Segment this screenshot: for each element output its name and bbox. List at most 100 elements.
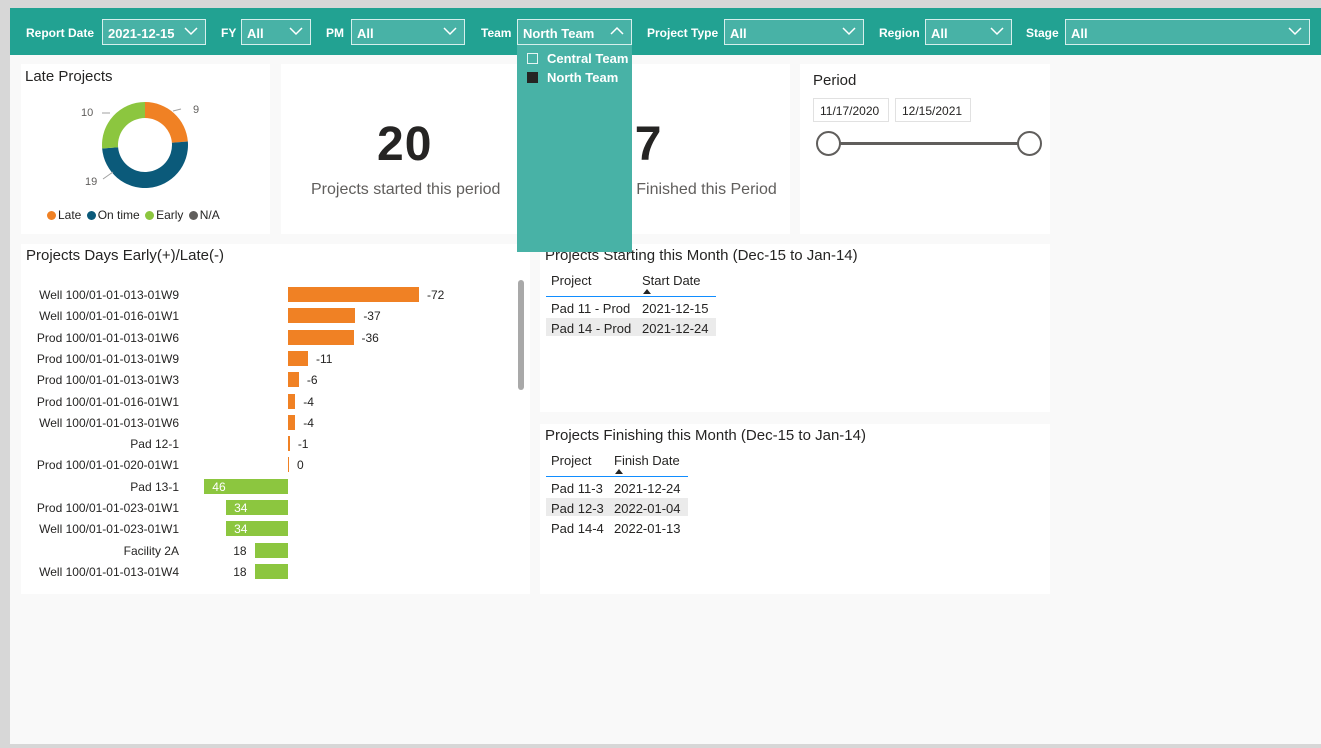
- period-slider-start-handle[interactable]: [816, 131, 841, 156]
- legend-label-na: N/A: [199, 208, 220, 222]
- bar[interactable]: [288, 287, 419, 302]
- legend-item-on-time: On time: [86, 208, 140, 222]
- bar-data-label: -6: [306, 373, 318, 388]
- bar-category-label: Pad 12-1: [130, 437, 179, 452]
- bar-data-label: 0: [297, 458, 304, 473]
- legend-dot-late: [47, 211, 56, 220]
- finishing-table-title: Projects Finishing this Month (Dec-15 to…: [545, 427, 866, 444]
- table-cell-project[interactable]: Pad 12-3: [551, 501, 604, 516]
- bar-data-label: 34: [234, 522, 248, 537]
- period-start-input[interactable]: 11/17/2020: [813, 98, 889, 122]
- period-title: Period: [813, 72, 857, 89]
- late-projects-legend: Late On time Early N/A: [47, 208, 222, 222]
- legend-item-na: N/A: [188, 208, 220, 222]
- table-cell-project[interactable]: Pad 14 - Prod: [551, 321, 632, 336]
- bar-data-label: 18: [233, 564, 247, 579]
- finishing-col-finish-date[interactable]: Finish Date: [614, 453, 680, 468]
- period-slider-end-handle[interactable]: [1017, 131, 1042, 156]
- bar[interactable]: [226, 500, 288, 515]
- late-projects-title: Late Projects: [25, 68, 113, 85]
- table-cell-date[interactable]: 2022-01-13: [614, 521, 681, 536]
- period-slider-track[interactable]: [828, 142, 1029, 145]
- table-cell-project[interactable]: Pad 14-4: [551, 521, 604, 536]
- project-type-value: All: [730, 26, 747, 41]
- sort-ascending-icon: [643, 289, 651, 294]
- bar[interactable]: [204, 478, 288, 494]
- donut-slice-on-time[interactable]: [102, 141, 188, 188]
- team-select[interactable]: North Team: [517, 19, 632, 45]
- bar[interactable]: [288, 329, 354, 345]
- donut-slice-late[interactable]: [145, 102, 188, 143]
- legend-dot-na: [188, 211, 198, 220]
- period-end-input[interactable]: 12/15/2021: [895, 98, 971, 122]
- bar[interactable]: [288, 414, 296, 430]
- chevron-down-icon: [184, 24, 198, 38]
- bar[interactable]: [288, 393, 296, 409]
- period-card: Period: [800, 64, 1050, 234]
- fy-value: All: [247, 26, 264, 41]
- table-cell-date[interactable]: 2022-01-04: [614, 501, 681, 516]
- legend-dot-early: [145, 211, 155, 220]
- bar-data-label: 18: [233, 543, 247, 558]
- bar[interactable]: [288, 457, 289, 473]
- team-option-central-label: Central Team: [547, 51, 629, 66]
- checkbox-checked-icon[interactable]: [527, 72, 538, 83]
- bar[interactable]: [288, 350, 308, 366]
- bar-category-label: Well 100/01-01-023-01W1: [39, 522, 179, 537]
- bar-category-label: Prod 100/01-01-020-01W1: [36, 458, 179, 473]
- finishing-col-project[interactable]: Project: [551, 453, 592, 468]
- checkbox-unchecked-icon[interactable]: [527, 53, 538, 64]
- bar-category-label: Well 100/01-01-013-01W9: [39, 288, 179, 302]
- bar-category-label: Prod 100/01-01-013-01W6: [36, 330, 179, 345]
- pm-select[interactable]: All: [351, 19, 465, 45]
- bar-data-label: -72: [427, 288, 445, 302]
- bar-data-label: 46: [212, 479, 226, 494]
- region-select[interactable]: All: [925, 19, 1012, 45]
- team-dropdown-list: Central Team North Team: [517, 45, 632, 252]
- days-chart-scrollbar[interactable]: [518, 280, 524, 390]
- chevron-up-icon: [610, 24, 624, 38]
- table-cell-project[interactable]: Pad 11-3: [551, 481, 603, 496]
- legend-label-early: Early: [156, 208, 184, 222]
- starting-table-card: Projects Starting this Month (Dec-15 to …: [540, 244, 1050, 412]
- starting-header-divider: [546, 296, 716, 297]
- bar-category-label: Prod 100/01-01-013-01W3: [36, 373, 179, 388]
- bar-category-label: Prod 100/01-01-013-01W9: [36, 351, 179, 366]
- finishing-header-divider: [546, 476, 688, 477]
- chevron-down-icon: [289, 24, 303, 38]
- donut-slice-early[interactable]: [102, 102, 145, 149]
- starting-col-project[interactable]: Project: [551, 273, 592, 288]
- fy-select[interactable]: All: [241, 19, 311, 45]
- bar-data-label: -37: [363, 309, 381, 324]
- report-date-label: Report Date: [26, 26, 95, 40]
- bar-category-label: Prod 100/01-01-023-01W1: [36, 501, 179, 515]
- bar[interactable]: [288, 308, 356, 324]
- region-value: All: [931, 26, 948, 41]
- bar[interactable]: [255, 542, 288, 558]
- chevron-down-icon: [1288, 24, 1302, 38]
- table-cell-date[interactable]: 2021-12-24: [642, 321, 709, 336]
- bar[interactable]: [288, 436, 290, 452]
- table-cell-date[interactable]: 2021-12-24: [614, 481, 681, 496]
- fy-label: FY: [221, 26, 237, 40]
- starting-col-start-date[interactable]: Start Date: [642, 273, 701, 288]
- bar-category-label: Prod 100/01-01-016-01W1: [36, 394, 179, 409]
- bar[interactable]: [226, 521, 288, 537]
- kpi-started-caption: Projects started this period: [311, 181, 501, 198]
- table-cell-project[interactable]: Pad 11 - Prod: [551, 301, 631, 316]
- bar-category-label: Pad 13-1: [130, 479, 179, 494]
- legend-label-on-time: On time: [97, 208, 140, 222]
- sort-ascending-icon: [615, 469, 623, 474]
- table-cell-date[interactable]: 2021-12-15: [642, 301, 709, 316]
- bar[interactable]: [255, 563, 288, 579]
- stage-select[interactable]: All: [1065, 19, 1310, 45]
- bar[interactable]: [288, 372, 299, 388]
- project-type-select[interactable]: All: [724, 19, 864, 45]
- team-label: Team: [481, 26, 512, 40]
- report-date-select[interactable]: 2021-12-15: [102, 19, 206, 45]
- region-label: Region: [879, 26, 920, 40]
- pm-value: All: [357, 26, 374, 41]
- bar-category-label: Well 100/01-01-016-01W1: [39, 309, 179, 324]
- legend-item-late: Late: [47, 208, 81, 222]
- team-option-north-label: North Team: [547, 70, 619, 85]
